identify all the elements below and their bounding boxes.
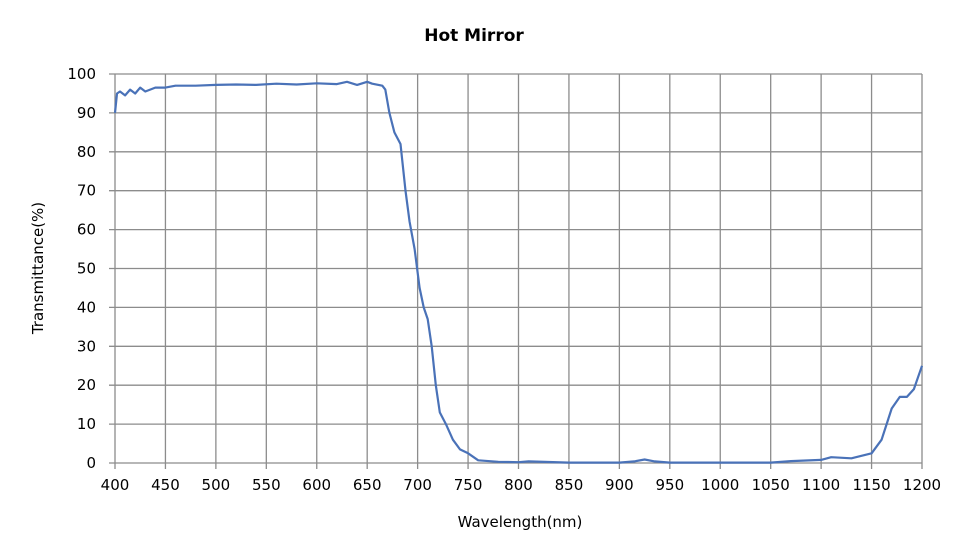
x-tick-label: 1150 xyxy=(852,476,890,494)
y-tick-label: 0 xyxy=(86,454,96,472)
x-tick-label: 400 xyxy=(101,476,130,494)
y-tick-label: 40 xyxy=(77,298,96,316)
y-axis-title: Transmittance(%) xyxy=(29,202,47,335)
y-tick-labels: 0 10 20 30 40 50 60 70 80 90 100 xyxy=(67,65,96,472)
x-tick-label: 600 xyxy=(302,476,331,494)
x-tick-labels: 400 450 500 550 600 650 700 750 800 850 900 950 1000… xyxy=(101,476,941,494)
y-tick-label: 100 xyxy=(67,65,96,83)
y-tick-label: 90 xyxy=(77,104,96,122)
x-tick-label: 550 xyxy=(252,476,281,494)
x-tick-label: 700 xyxy=(403,476,432,494)
x-tick-label: 900 xyxy=(605,476,634,494)
chart-title: Hot Mirror xyxy=(424,26,524,46)
x-tick-label: 1000 xyxy=(701,476,739,494)
y-tick-label: 60 xyxy=(77,221,96,239)
grid xyxy=(109,73,923,469)
x-axis-title: Wavelength(nm) xyxy=(458,513,583,531)
x-tick-label: 950 xyxy=(655,476,684,494)
y-tick-label: 70 xyxy=(77,182,96,200)
x-tick-label: 450 xyxy=(151,476,180,494)
x-tick-label: 750 xyxy=(454,476,483,494)
x-tick-label: 1050 xyxy=(752,476,790,494)
y-tick-label: 10 xyxy=(77,415,96,433)
y-tick-label: 50 xyxy=(77,260,96,278)
x-tick-label: 850 xyxy=(555,476,584,494)
x-tick-label: 650 xyxy=(353,476,382,494)
x-tick-label: 1200 xyxy=(903,476,941,494)
x-tick-label: 1100 xyxy=(802,476,840,494)
x-tick-label: 800 xyxy=(504,476,533,494)
y-tick-label: 30 xyxy=(77,337,96,355)
series-line xyxy=(113,80,924,464)
x-tick-label: 500 xyxy=(202,476,231,494)
y-tick-label: 80 xyxy=(77,143,96,161)
y-tick-label: 20 xyxy=(77,376,96,394)
